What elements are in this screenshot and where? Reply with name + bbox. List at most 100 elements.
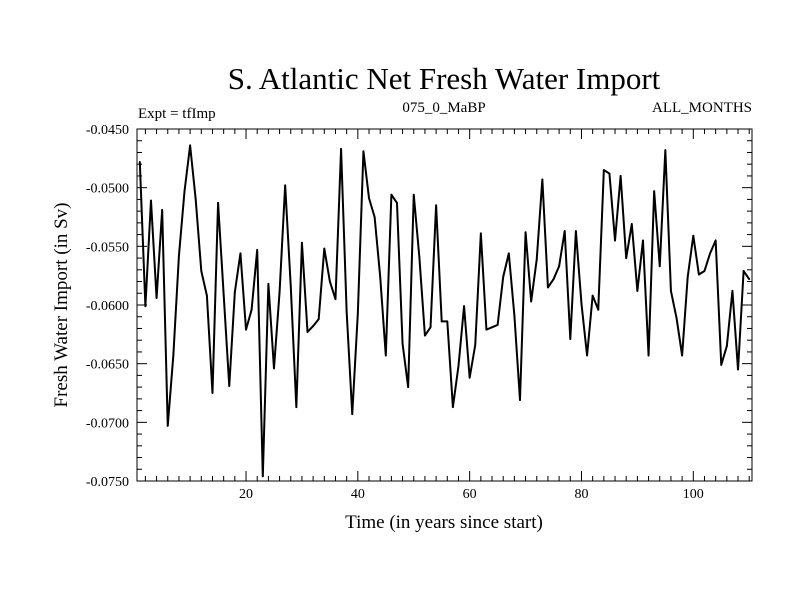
data-point [172, 354, 175, 357]
data-point [429, 326, 432, 329]
data-point [457, 365, 460, 367]
data-point [737, 368, 739, 371]
data-point [446, 320, 449, 323]
x-tick-label: 40 [351, 487, 365, 502]
data-point [284, 184, 287, 187]
data-point [273, 367, 275, 370]
data-point [692, 234, 695, 237]
data-point [709, 252, 711, 255]
data-point [714, 239, 717, 242]
y-tick-label: -0.0600 [86, 299, 129, 314]
data-point [552, 278, 555, 281]
data-point [519, 399, 521, 401]
data-point [658, 265, 661, 268]
x-tick-label: 100 [683, 487, 704, 502]
data-point [474, 343, 477, 346]
data-point [535, 258, 538, 261]
data-point [278, 291, 281, 293]
series-line [138, 144, 751, 478]
data-point [468, 376, 471, 379]
y-axis-label: Fresh Water Import (in Sv) [51, 203, 72, 408]
y-tick-label: -0.0750 [86, 475, 129, 490]
data-point [233, 291, 236, 293]
data-point [144, 305, 147, 308]
experiment-label: Expt = tfImp [138, 106, 216, 122]
data-point [250, 308, 253, 311]
data-point [289, 285, 292, 288]
data-point [681, 354, 684, 357]
data-point [205, 294, 208, 297]
data-point [647, 354, 650, 357]
data-point [502, 275, 505, 278]
data-point [261, 475, 264, 478]
data-point [138, 160, 141, 163]
data-point [267, 282, 270, 285]
axis-ticks: 20 40 60 80 100 -0.0750 -0.0700 -0.0650 -0.0600 -… [86, 123, 752, 502]
data-point [183, 190, 186, 193]
data-point [368, 197, 370, 200]
data-point [675, 317, 678, 319]
data-point [513, 314, 516, 317]
data-point [295, 406, 298, 408]
data-point [625, 257, 628, 259]
data-point [211, 392, 214, 394]
run-label: 075_0_MaBP [402, 100, 485, 116]
data-point [222, 293, 225, 296]
data-point [463, 305, 465, 308]
data-point [418, 255, 421, 258]
data-point [340, 148, 342, 150]
y-tick-label: -0.0550 [86, 240, 129, 255]
x-tick-label: 20 [239, 487, 253, 502]
series-layer [138, 144, 751, 478]
data-point [586, 354, 588, 357]
data-point [362, 150, 365, 153]
data-point [720, 363, 723, 366]
data-point [558, 265, 561, 268]
data-point [245, 328, 247, 331]
data-point [608, 172, 611, 175]
data-point [686, 275, 689, 278]
data-point [563, 230, 566, 232]
data-point [440, 320, 443, 323]
data-point [524, 231, 527, 234]
data-point [351, 413, 354, 416]
data-point [435, 204, 438, 207]
chart-title: S. Atlantic Net Fresh Water Import [228, 61, 661, 96]
y-tick-label: -0.0650 [86, 358, 129, 373]
data-point [541, 178, 544, 181]
data-point [496, 324, 499, 326]
data-point [317, 318, 320, 320]
data-point [664, 149, 667, 152]
data-point [396, 202, 398, 204]
data-point [670, 290, 672, 292]
data-point [334, 298, 337, 301]
data-point [424, 334, 426, 337]
data-point [731, 290, 734, 292]
x-axis-label: Time (in years since start) [345, 512, 543, 533]
data-point [703, 270, 706, 272]
data-point [312, 325, 315, 328]
data-point [619, 175, 622, 177]
data-point [217, 202, 219, 204]
y-tick-label: -0.0700 [86, 416, 129, 431]
data-point [697, 273, 700, 276]
data-point [384, 354, 387, 357]
data-point [328, 280, 331, 283]
data-point [653, 190, 656, 193]
data-point [591, 294, 594, 297]
data-point [155, 297, 158, 299]
data-point [412, 193, 415, 196]
data-point [725, 345, 728, 347]
data-point [200, 270, 203, 272]
data-point [479, 232, 482, 235]
data-point [301, 241, 303, 244]
data-point [547, 286, 549, 289]
data-point [228, 385, 231, 387]
data-point [161, 209, 164, 211]
data-point [178, 254, 180, 257]
x-tick-label: 60 [463, 487, 477, 502]
data-point [373, 216, 376, 218]
data-point [507, 252, 510, 255]
data-point [194, 198, 197, 201]
